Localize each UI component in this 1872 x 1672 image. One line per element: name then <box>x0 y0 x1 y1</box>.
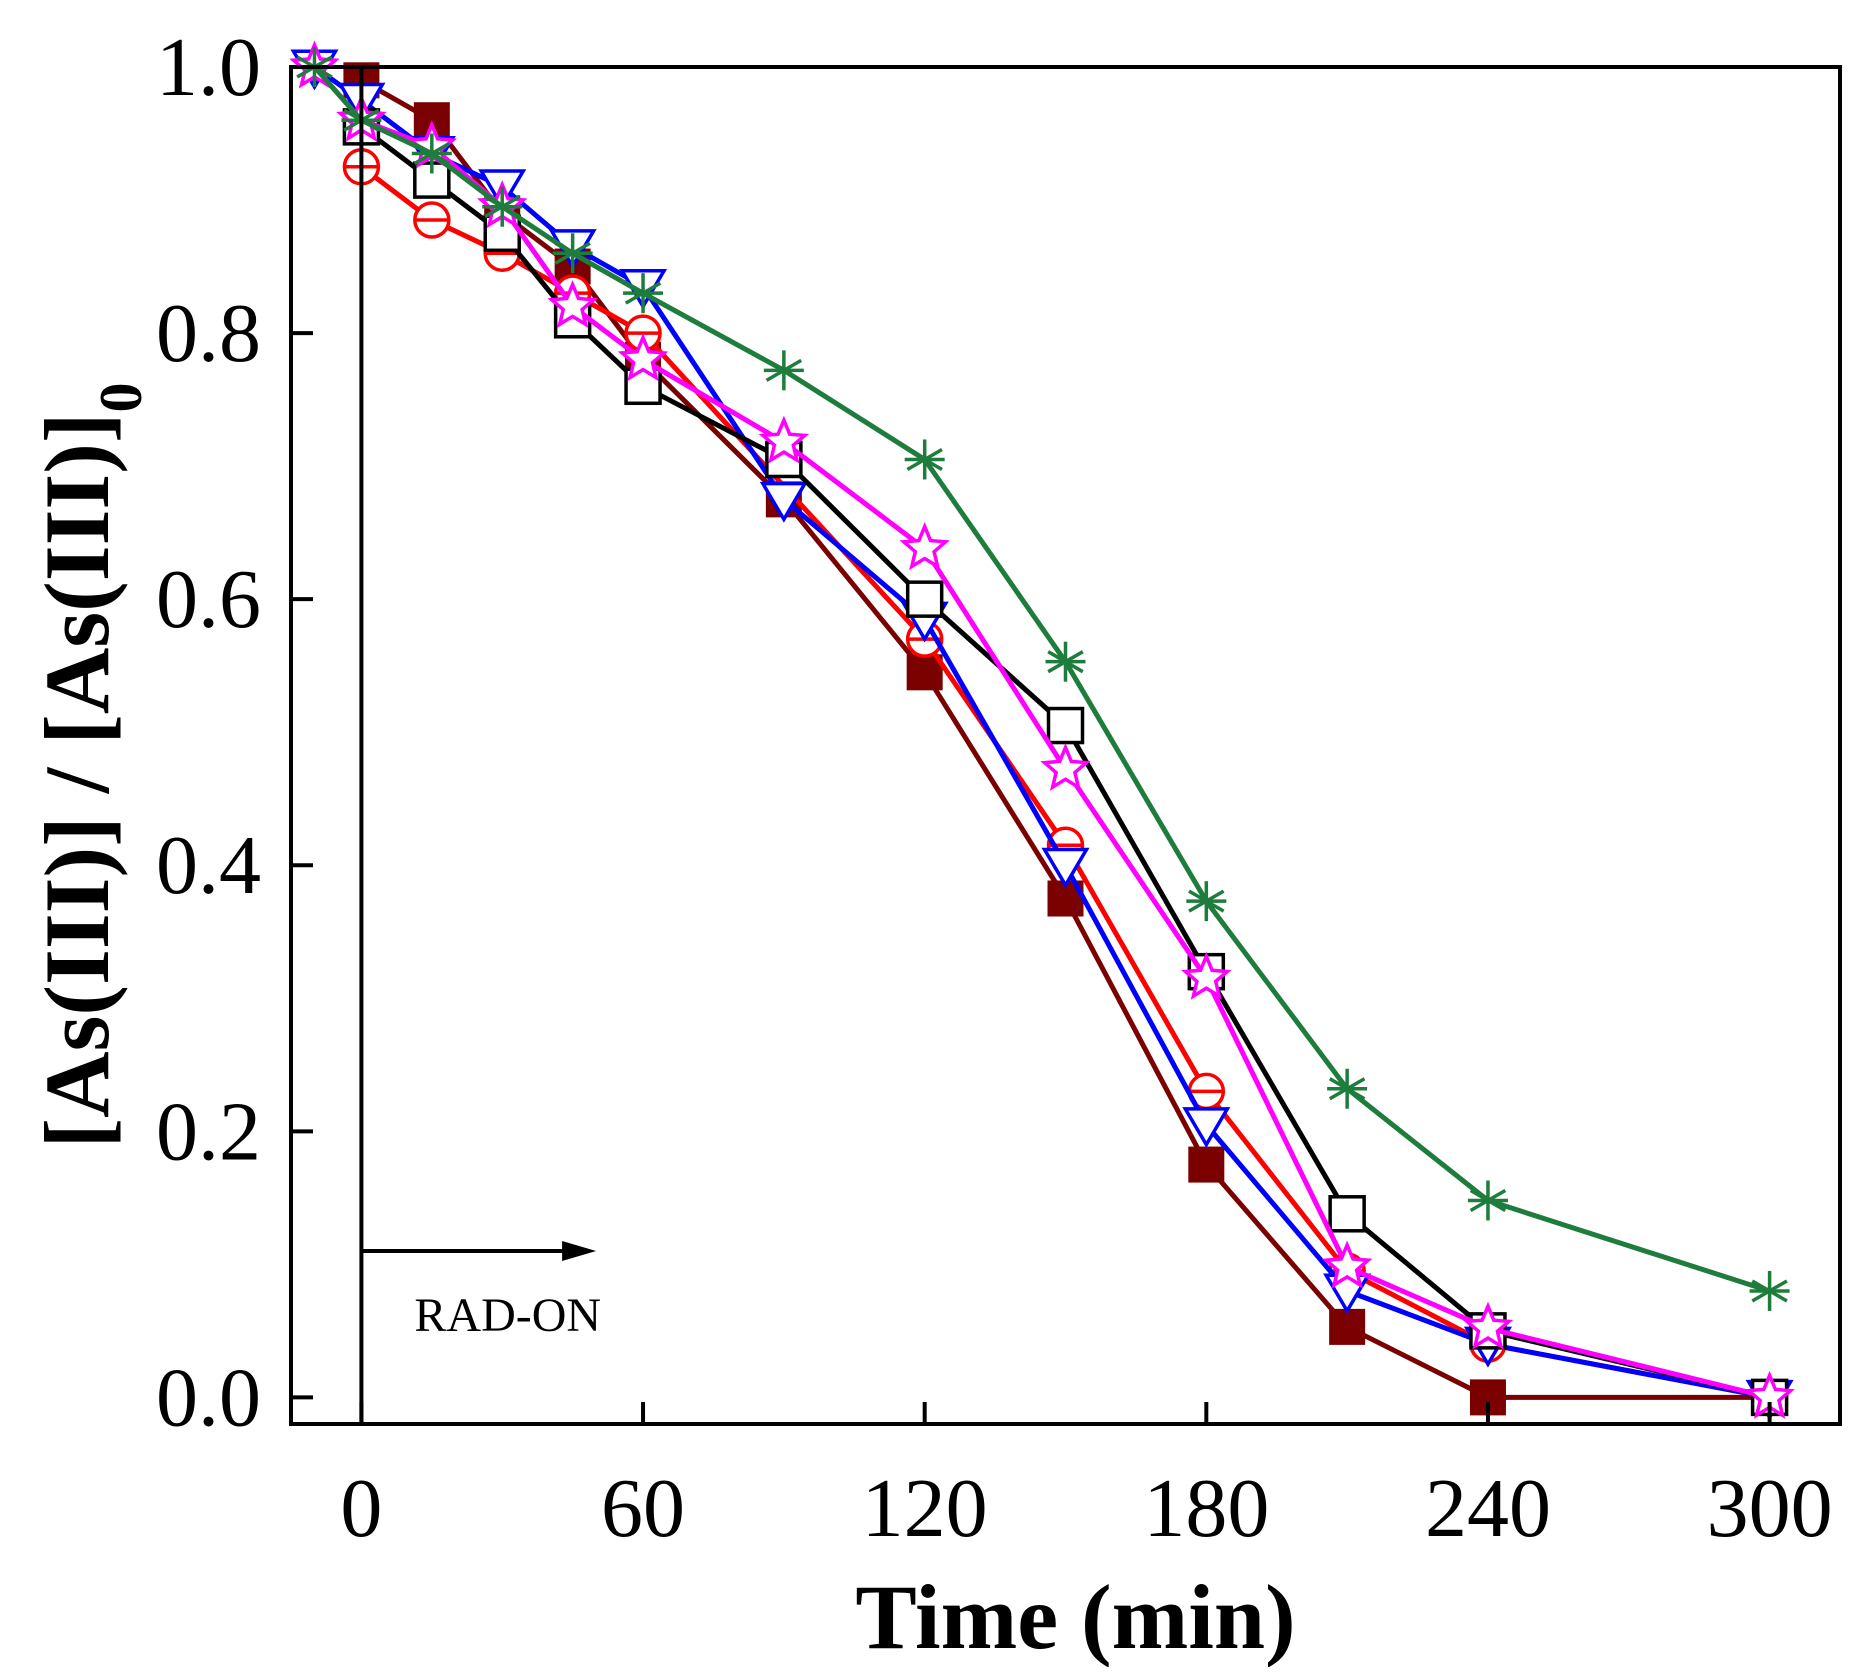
data-point <box>1045 641 1086 682</box>
data-point <box>1181 951 1232 1000</box>
plot-frame <box>289 65 1842 1426</box>
data-point <box>1040 742 1091 791</box>
y-tick-label: 0.8 <box>156 287 261 380</box>
x-tick-label: 240 <box>1425 1462 1551 1555</box>
data-point <box>1329 1308 1366 1345</box>
data-point <box>1467 1180 1508 1221</box>
data-point <box>1321 1240 1373 1289</box>
axes-layer: 0 60 120 180 240 300 0.0 0.2 0.4 0.6 0.8 1.0 <box>156 21 1833 1555</box>
y-axis-title-main: [As(III)] / [As(III)] <box>26 413 128 1149</box>
series-line <box>312 65 1771 1400</box>
data-point <box>1046 706 1085 745</box>
rad-on-arrow-head <box>562 1241 597 1262</box>
data-point <box>763 350 804 391</box>
data-point <box>899 522 950 571</box>
x-tick-label: 120 <box>862 1462 988 1555</box>
y-tick-label: 0.6 <box>156 553 261 646</box>
data-point <box>904 439 945 480</box>
data-point <box>1182 1107 1231 1149</box>
data-point <box>411 133 452 174</box>
data-point <box>413 102 450 139</box>
x-tick-label: 180 <box>1143 1462 1269 1555</box>
data-point <box>906 654 943 691</box>
y-tick-label: 0.4 <box>156 819 261 912</box>
data-point <box>547 279 598 328</box>
data-point <box>1749 1270 1790 1311</box>
data-point <box>617 333 669 382</box>
data-point <box>1462 1301 1514 1350</box>
y-axis-title-subscript: 0 <box>88 383 154 413</box>
data-point <box>1323 1273 1372 1315</box>
data-point <box>623 273 664 314</box>
annotation-layer: RAD-ON <box>359 67 601 1424</box>
data-point <box>482 186 523 227</box>
data-point <box>758 415 810 464</box>
data-point <box>413 201 451 239</box>
y-tick-label: 1.0 <box>156 21 261 114</box>
data-point <box>1327 1068 1368 1109</box>
data-point <box>624 314 662 352</box>
data-point <box>905 580 944 618</box>
data-point <box>552 233 593 274</box>
y-tick-label: 0.2 <box>156 1085 261 1178</box>
data-point <box>759 481 808 523</box>
y-tick-label: 0.0 <box>156 1351 261 1444</box>
x-tick-label: 0 <box>340 1462 382 1555</box>
x-tick-label: 300 <box>1707 1462 1833 1555</box>
x-tick-label: 60 <box>601 1462 685 1555</box>
y-axis-title: [As(III)] / [As(III)]0 <box>26 383 154 1149</box>
data-point <box>1328 1195 1366 1233</box>
data-point <box>1041 847 1090 889</box>
series-layer <box>289 40 1795 1421</box>
x-axis-title: Time (min) <box>855 1566 1295 1667</box>
series-6 <box>294 47 1790 1311</box>
series-line <box>359 164 1771 1400</box>
data-point <box>1186 881 1227 922</box>
data-point <box>1188 1146 1225 1183</box>
rad-on-label: RAD-ON <box>414 1289 601 1342</box>
